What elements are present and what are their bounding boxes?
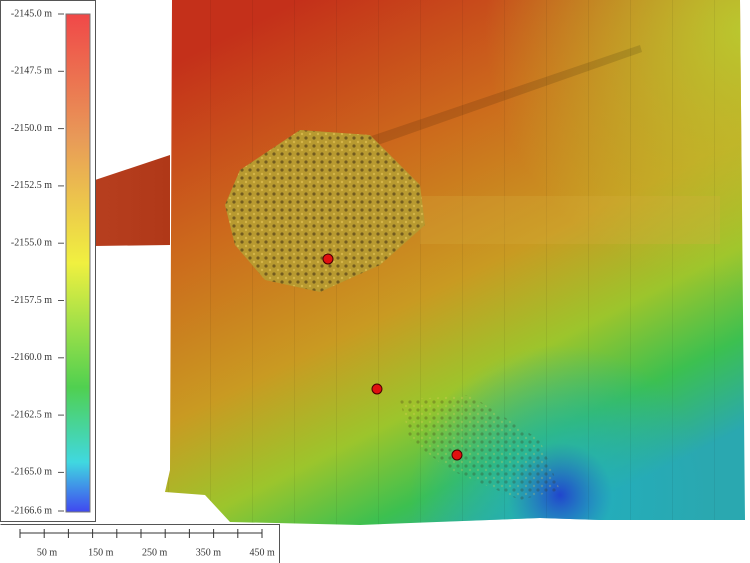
scale-label: 350 m bbox=[196, 547, 222, 558]
track-line bbox=[330, 45, 642, 160]
legend-label: -2152.5 m bbox=[11, 180, 52, 191]
mound-texture bbox=[225, 130, 425, 292]
legend-label: -2165.0 m bbox=[11, 467, 52, 478]
scale-panel bbox=[0, 524, 280, 563]
legend-label: -2155.0 m bbox=[11, 237, 52, 248]
legend-label: -2162.5 m bbox=[11, 409, 52, 420]
legend-label: -2145.0 m bbox=[11, 8, 52, 19]
scale-label: 450 m bbox=[250, 547, 276, 558]
legend-label: -2166.6 m bbox=[11, 505, 52, 516]
legend-label: -2160.0 m bbox=[11, 352, 52, 363]
sample-point bbox=[451, 449, 463, 461]
sample-point bbox=[371, 383, 383, 395]
scale-label: 150 m bbox=[88, 547, 114, 558]
rough-patch bbox=[400, 395, 560, 500]
cross-line bbox=[420, 196, 720, 244]
legend-label: -2147.5 m bbox=[11, 66, 52, 77]
legend-label: -2150.0 m bbox=[11, 123, 52, 134]
scale-label: 50 m bbox=[37, 547, 58, 558]
legend-label: -2157.5 m bbox=[11, 295, 52, 306]
terrain bbox=[20, 0, 745, 525]
color-legend: -2145.0 m -2147.5 m -2150.0 m -2152.5 m -215… bbox=[0, 0, 96, 522]
scale-label: 250 m bbox=[142, 547, 168, 558]
sample-point bbox=[322, 253, 334, 265]
scale-bar: 50 m 150 m 250 m 350 m 450 m bbox=[0, 524, 280, 563]
color-bar bbox=[65, 13, 91, 513]
